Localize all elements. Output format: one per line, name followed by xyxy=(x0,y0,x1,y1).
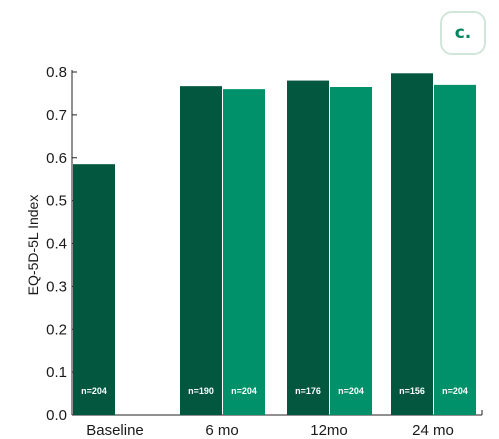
bars xyxy=(73,73,476,416)
bar xyxy=(287,80,329,415)
sample-size-label: n=204 xyxy=(231,386,257,396)
sample-size-label: n=190 xyxy=(188,386,214,396)
sample-size-label: n=176 xyxy=(295,386,321,396)
bar xyxy=(391,73,433,415)
bar xyxy=(180,86,222,416)
y-tick-label: 0.4 xyxy=(46,236,67,253)
y-tick-label: 0.5 xyxy=(46,193,67,210)
sample-size-label: n=204 xyxy=(442,386,468,396)
x-category-label: 24 mo xyxy=(412,422,454,439)
sample-size-label: n=156 xyxy=(399,386,425,396)
y-tick-label: 0.7 xyxy=(46,107,67,124)
bar xyxy=(73,164,115,415)
y-tick-label: 0.3 xyxy=(46,278,67,295)
x-category-label: 6 mo xyxy=(205,422,238,439)
sample-size-labels: n=204 n=190 n=176 n=156 n=204 n=204 n=204 xyxy=(81,386,468,396)
x-category-label: 12mo xyxy=(310,422,348,439)
panel-label-badge: c. xyxy=(440,11,486,55)
bar xyxy=(330,87,372,415)
x-category-label: Baseline xyxy=(86,422,144,439)
x-axis-labels: Baseline 6 mo 12mo 24 mo xyxy=(86,422,454,439)
sample-size-label: n=204 xyxy=(81,386,107,396)
y-axis-label: EQ-5D-5L Index xyxy=(25,195,41,296)
y-tick-label: 0.8 xyxy=(46,64,67,81)
y-tick-label: 0.1 xyxy=(46,364,67,381)
y-tick-label: 0.0 xyxy=(46,407,67,424)
y-tick-label: 0.6 xyxy=(46,150,67,167)
y-tick-label: 0.2 xyxy=(46,321,67,338)
bar xyxy=(223,89,265,416)
sample-size-label: n=204 xyxy=(338,386,364,396)
bar xyxy=(434,84,476,416)
